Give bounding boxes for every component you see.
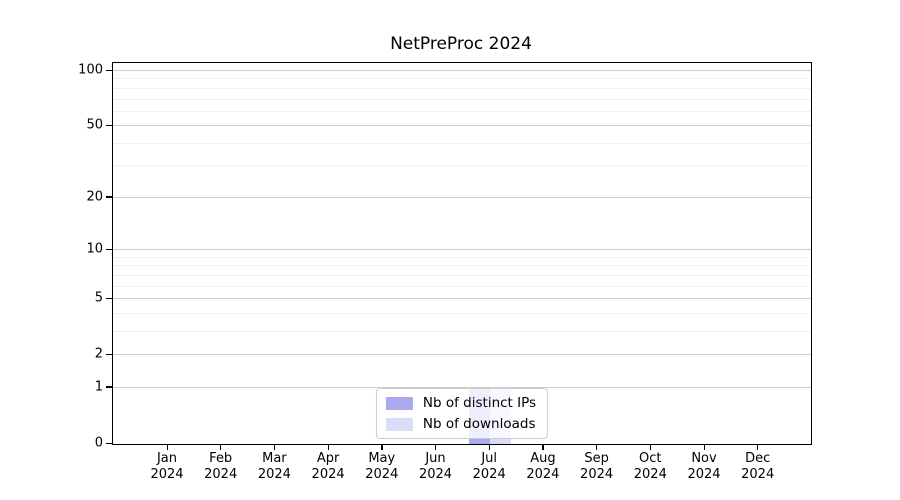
x-tick-mark [327, 444, 329, 451]
x-tick-year: 2024 [580, 467, 614, 482]
major-gridline [113, 249, 811, 251]
x-tick-month: May [368, 451, 396, 466]
y-tick-label: 0 [94, 435, 103, 451]
x-tick-year: 2024 [311, 467, 345, 482]
y-tick-label: 10 [86, 241, 103, 257]
x-tick-label: Apr 2024 [301, 451, 355, 483]
x-tick-month: Dec [745, 451, 771, 466]
x-tick-year: 2024 [687, 467, 721, 482]
minor-gridline [113, 330, 811, 332]
x-tick-month: Jun [425, 451, 446, 466]
y-tick-mark [106, 248, 112, 250]
y-tick-mark [106, 442, 112, 444]
x-tick-year: 2024 [741, 467, 775, 482]
x-tick-label: Jun 2024 [409, 451, 463, 483]
minor-gridline [113, 87, 811, 89]
x-tick-mark [649, 444, 652, 451]
x-tick-label: Jan 2024 [140, 451, 194, 483]
x-tick-month: Apr [316, 451, 340, 466]
minor-gridline [113, 142, 811, 144]
major-gridline [113, 70, 811, 71]
x-tick-month: Sep [584, 451, 609, 466]
minor-gridline [113, 265, 811, 267]
x-tick-month: Jul [481, 451, 498, 466]
x-tick-year: 2024 [257, 467, 291, 482]
minor-gridline [113, 110, 811, 112]
x-tick-mark [703, 444, 705, 451]
y-tick-mark [106, 353, 112, 355]
legend: Nb of distinct IPs Nb of downloads [375, 388, 549, 439]
x-tick-mark [166, 444, 168, 451]
x-tick-mark [542, 444, 544, 451]
x-tick-label: Sep 2024 [570, 451, 624, 483]
minor-gridline [113, 285, 811, 287]
legend-label-distinct-ips: Nb of distinct IPs [422, 395, 537, 411]
x-tick-label: Oct 2024 [623, 451, 677, 483]
y-tick-label: 100 [78, 62, 103, 78]
major-gridline [113, 196, 811, 198]
legend-label-downloads: Nb of downloads [422, 416, 536, 432]
y-tick-label: 2 [94, 346, 103, 362]
x-tick-month: Jan [156, 451, 178, 466]
x-tick-mark [488, 444, 490, 451]
plot-area: Nb of distinct IPs Nb of downloads [112, 62, 812, 445]
x-tick-year: 2024 [418, 467, 453, 482]
x-tick-label: Aug 2024 [516, 451, 570, 483]
major-gridline [113, 354, 811, 356]
x-tick-mark [220, 444, 222, 451]
y-tick-mark [106, 386, 112, 388]
legend-item-distinct-ips: Nb of distinct IPs [385, 395, 537, 411]
x-tick-year: 2024 [365, 467, 399, 482]
x-tick-mark [273, 444, 276, 451]
y-tick-label: 1 [94, 379, 103, 395]
y-tick-mark [106, 196, 112, 198]
x-tick-label: Mar 2024 [247, 451, 301, 483]
y-tick-mark [106, 124, 112, 127]
major-gridline [113, 298, 811, 300]
chart-title: NetPreProc 2024 [390, 34, 532, 54]
minor-gridline [113, 78, 811, 80]
x-tick-label: May 2024 [355, 451, 409, 483]
x-tick-month: Aug [530, 451, 556, 466]
legend-swatch-distinct-ips [385, 396, 413, 410]
x-tick-month: Feb [209, 451, 233, 466]
minor-gridline [113, 274, 811, 276]
y-tick-label: 20 [86, 189, 103, 205]
legend-swatch-downloads [385, 417, 413, 431]
x-tick-year: 2024 [472, 467, 506, 482]
x-tick-mark [435, 444, 437, 451]
x-tick-label: Nov 2024 [677, 451, 731, 483]
y-tick-label: 50 [86, 117, 103, 133]
x-tick-year: 2024 [526, 467, 560, 482]
x-tick-mark [381, 444, 383, 451]
y-tick-mark [106, 69, 112, 71]
minor-gridline [113, 165, 811, 167]
y-tick-label: 5 [94, 290, 103, 306]
minor-gridline [113, 312, 811, 314]
x-tick-month: Oct [639, 451, 662, 466]
x-tick-year: 2024 [204, 467, 238, 482]
major-gridline [113, 125, 811, 127]
minor-gridline [113, 256, 811, 258]
major-gridline [113, 386, 811, 388]
x-tick-label: Dec 2024 [731, 451, 785, 483]
legend-item-downloads: Nb of downloads [385, 416, 536, 432]
x-tick-year: 2024 [150, 467, 184, 482]
minor-gridline [113, 98, 811, 100]
x-tick-mark [596, 444, 598, 451]
x-tick-mark [757, 444, 759, 451]
x-tick-month: Nov [691, 451, 717, 466]
x-tick-label: Feb 2024 [194, 451, 248, 483]
x-tick-month: Mar [262, 451, 287, 466]
x-tick-year: 2024 [633, 467, 667, 482]
x-tick-label: Jul 2024 [462, 451, 516, 483]
y-tick-mark [106, 297, 112, 299]
